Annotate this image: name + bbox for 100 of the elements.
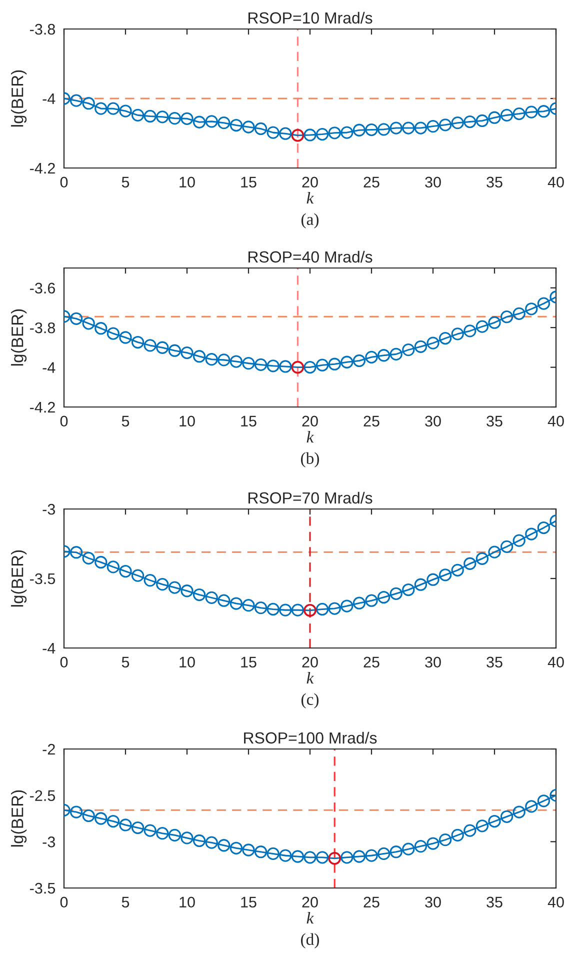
point (279, 604, 292, 616)
point (254, 602, 268, 614)
point (266, 602, 280, 616)
point (218, 354, 230, 366)
point (242, 356, 255, 370)
point (328, 358, 341, 370)
point (230, 118, 243, 132)
y-tick-label: -4 (42, 362, 56, 373)
point (500, 540, 514, 553)
point (476, 820, 489, 832)
y-axis-title: lg(BER) (11, 790, 27, 847)
point (106, 814, 120, 828)
x-tick-label: 20 (302, 176, 318, 188)
y-tick-label: -4.2 (30, 162, 55, 174)
point (426, 120, 440, 133)
point (218, 839, 230, 852)
point (254, 358, 268, 372)
point (340, 356, 354, 368)
point (438, 833, 452, 846)
point (119, 331, 132, 344)
point (476, 114, 489, 128)
text: (b) (301, 452, 319, 468)
y-tick-label: -3 (42, 836, 55, 848)
point (340, 851, 354, 864)
x-tick-label: 25 (364, 176, 380, 188)
point (352, 850, 366, 863)
point (352, 354, 366, 368)
point (328, 602, 341, 615)
point (451, 828, 464, 842)
x-tick-label: 15 (241, 176, 256, 188)
point (291, 604, 304, 616)
point (537, 105, 550, 118)
point (402, 842, 415, 856)
x-tick-label: 10 (180, 176, 195, 188)
point (279, 360, 292, 373)
x-tick-label: 10 (180, 896, 195, 908)
point (156, 110, 169, 124)
x-tick-label: 25 (364, 896, 380, 908)
point (168, 581, 182, 594)
y-tick-label: -4 (42, 94, 56, 104)
point (180, 584, 194, 598)
point (488, 814, 501, 828)
x-tick-label: 35 (486, 896, 502, 908)
point (438, 568, 452, 582)
point (426, 336, 440, 350)
point (144, 110, 156, 123)
y-tick-label: -2.5 (30, 790, 56, 802)
chart-title: RSOP=70 Mrad/s (248, 492, 372, 504)
point (377, 847, 390, 860)
point (464, 824, 476, 837)
point (525, 302, 538, 316)
point (119, 564, 132, 578)
point (316, 358, 329, 372)
point (180, 832, 194, 844)
point (156, 578, 169, 591)
point (180, 112, 194, 125)
point (304, 128, 316, 142)
point (512, 107, 526, 120)
point (70, 312, 83, 325)
x-tick-label: 30 (425, 416, 441, 427)
point (365, 594, 378, 607)
point (266, 847, 280, 860)
y-tick-label: -3.8 (30, 24, 56, 35)
x-tick-label: 30 (425, 176, 441, 188)
point (377, 123, 390, 136)
point (451, 116, 464, 130)
point (168, 112, 182, 125)
point (390, 122, 402, 134)
x-axis-title: k (306, 430, 314, 443)
point (414, 122, 428, 134)
point (254, 846, 268, 858)
point (340, 126, 354, 139)
point (131, 336, 144, 349)
x-tick-label: 10 (180, 416, 195, 427)
point (414, 840, 428, 853)
point (377, 590, 390, 604)
text: (a) (301, 213, 319, 228)
x-axis-title: k (306, 672, 314, 684)
point (156, 341, 169, 354)
point (82, 809, 95, 822)
point (254, 122, 268, 136)
point (365, 849, 378, 862)
point (476, 320, 489, 333)
y-tick-label: -3 (42, 504, 55, 515)
point (464, 115, 476, 128)
point (365, 350, 378, 364)
point (205, 836, 218, 849)
x-tick-label: 0 (60, 416, 68, 427)
point (352, 596, 366, 610)
point (230, 355, 243, 368)
point (304, 851, 316, 864)
point (168, 344, 182, 357)
x-tick-label: 20 (302, 656, 318, 668)
point (488, 316, 501, 329)
point (230, 597, 243, 610)
point (500, 310, 514, 324)
point (192, 834, 206, 848)
chart-title: RSOP=100 Mrad/s (244, 732, 377, 744)
x-tick-label: 5 (122, 896, 130, 908)
point (82, 317, 95, 330)
